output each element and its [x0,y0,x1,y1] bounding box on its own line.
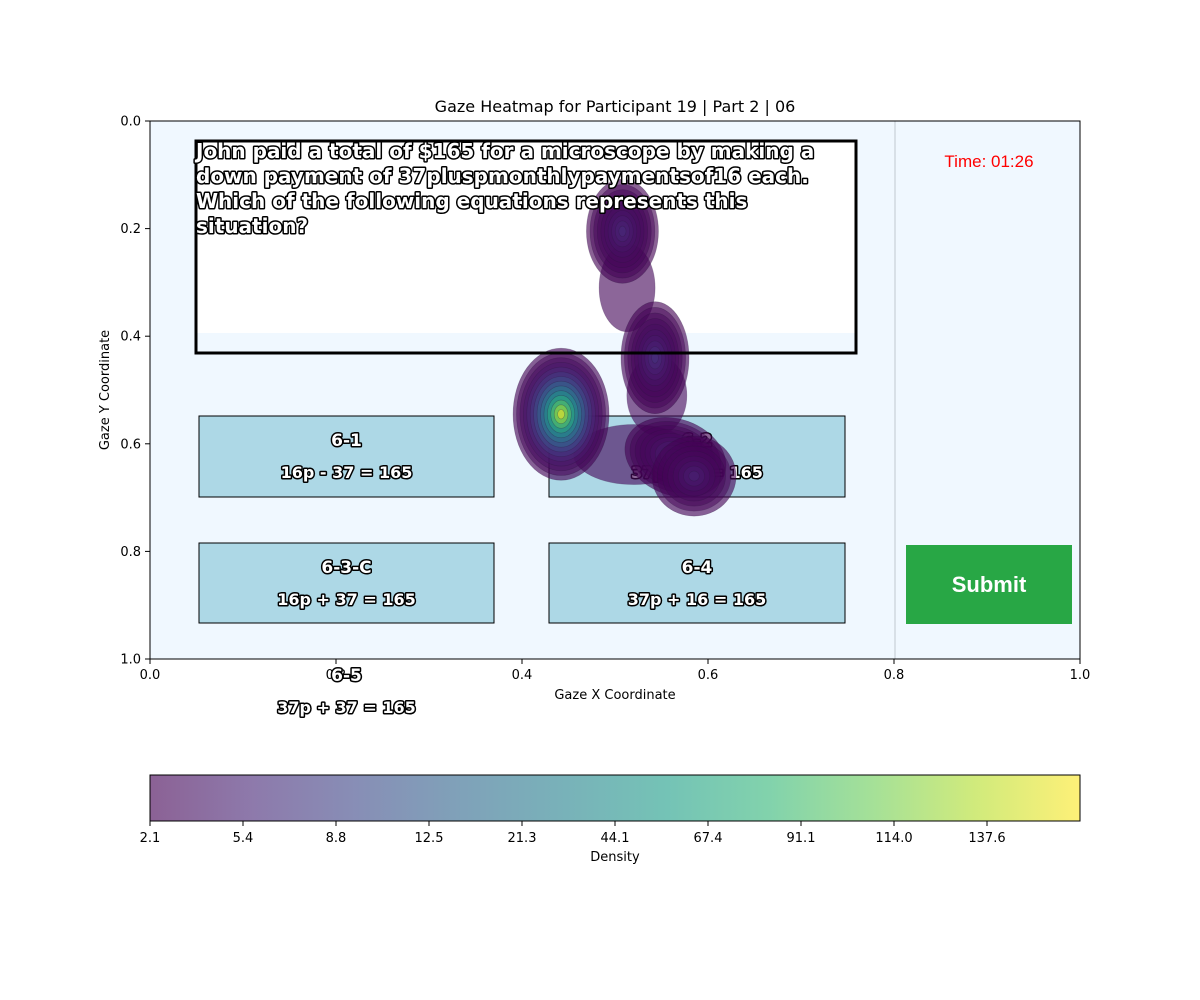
x-tick-label: 0.2 [326,668,347,683]
submit-button[interactable] [906,545,1072,624]
colorbar: 2.1 5.4 8.8 12.5 21.3 44.1 67.4 91.1 114.0 137.6 … [140,774,1081,865]
colorbar-tick-label: 137.6 [968,831,1005,846]
colorbar-label: Density [590,850,640,865]
x-tick-label: 0.4 [512,668,533,683]
option-equation: 16p - 37 = 165 [281,463,413,482]
x-tick-label: 0.8 [884,668,905,683]
question-box-border [194,139,858,355]
colorbar-tick-label: 12.5 [415,831,444,846]
x-axis-label: Gaze X Coordinate [554,688,675,703]
chart-title: Gaze Heatmap for Participant 19 | Part 2… [435,97,796,116]
question-line: Which of the following equations represe… [196,189,747,213]
colorbar-tick-label: 67.4 [694,831,723,846]
axes-frame [149,120,1081,660]
question-line: down payment of 37pluspmonthlypaymentsof… [196,164,809,188]
option-box[interactable] [548,542,846,624]
colorbar-tick-label: 8.8 [326,831,347,846]
density-contour [618,225,627,237]
question-line: situation? [196,214,308,238]
density-contours [512,178,737,517]
colorbar-tick-label: 5.4 [233,831,254,846]
colorbar-tick-label: 21.3 [508,831,537,846]
option-id: 6-5 [331,666,362,686]
option-id: 6-1 [331,431,362,451]
y-tick-label: 0.8 [120,545,141,560]
question-text: John paid a total of $165 for a microsco… [193,138,816,240]
density-peak [512,347,610,481]
colorbar-tick-label: 114.0 [875,831,912,846]
option-6-1[interactable]: 6-1 16p - 37 = 165 [198,415,495,498]
option-box[interactable] [198,415,495,498]
x-axis: 0.0 0.2 0.4 0.6 0.8 1.0 [140,659,1091,683]
colorbar-ticks: 2.1 5.4 8.8 12.5 21.3 44.1 67.4 91.1 114.0 137.6 [140,821,1006,846]
option-6-4[interactable]: 6-4 37p + 16 = 165 [548,542,846,624]
overflow-option: 6-5 37p + 37 = 165 [276,665,417,719]
x-tick-label: 1.0 [1070,668,1091,683]
colorbar-tick-label: 2.1 [140,831,161,846]
question-line: John paid a total of $165 for a microsco… [194,139,814,163]
density-peak [651,435,737,517]
option-id: 6-4 [682,558,713,578]
x-tick-label: 0.6 [698,668,719,683]
submit-button-label: Submit [952,572,1027,597]
option-6-5[interactable]: 6-5 37p + 37 = 165 [276,665,417,719]
x-tick-label: 0.0 [140,668,161,683]
density-contour [557,409,565,420]
option-6-3-C[interactable]: 6-3-C 16p + 37 = 165 [198,542,495,624]
option-equation: 37p + 16 = 165 [628,590,766,609]
y-tick-label: 0.4 [120,330,141,345]
option-equation: 16p + 37 = 165 [277,590,415,609]
colorbar-tick-label: 91.1 [787,831,816,846]
density-peak [586,178,659,284]
colorbar-gradient [150,775,1080,821]
y-tick-label: 0.6 [120,437,141,452]
y-tick-label: 0.0 [120,115,141,130]
y-axis: 0.0 0.2 0.4 0.6 0.8 1.0 [120,115,150,668]
timer-text: Time: 01:26 [944,152,1033,171]
option-box[interactable] [198,542,495,624]
density-peak [620,301,690,415]
y-axis-label: Gaze Y Coordinate [98,330,113,450]
option-equation: 37p + 37 = 165 [277,698,415,717]
y-tick-label: 1.0 [120,653,141,668]
density-contour [688,470,700,482]
y-tick-label: 0.2 [120,222,141,237]
option-id: 6-3-C [321,558,371,578]
question-box-fill [196,141,856,333]
colorbar-tick-label: 44.1 [601,831,630,846]
